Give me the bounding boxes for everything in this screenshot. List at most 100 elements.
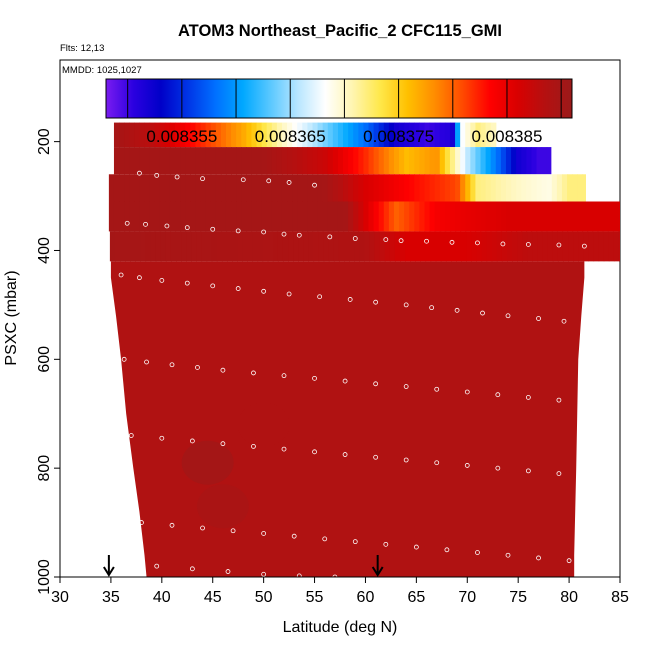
heatmap-cell — [353, 174, 359, 202]
heatmap-cell — [618, 231, 620, 262]
heatmap-cell — [415, 231, 422, 262]
sample-point — [154, 563, 160, 569]
heatmap-cell — [210, 201, 217, 232]
heatmap-cell — [145, 231, 152, 262]
heatmap-cell — [327, 147, 334, 175]
heatmap-cell — [373, 122, 380, 148]
heatmap-cell — [327, 122, 334, 148]
sample-point — [189, 566, 195, 572]
heatmap-cell — [318, 231, 325, 262]
heatmap-cell — [236, 201, 242, 232]
heatmap-cell — [215, 147, 222, 175]
heatmap-cell — [108, 174, 115, 202]
heatmap-cell — [247, 231, 254, 262]
heatmap-cell — [124, 201, 130, 232]
sample-point — [137, 170, 142, 176]
heatmap-cell — [460, 174, 466, 202]
heatmap-cell — [215, 174, 222, 202]
heatmap-cell — [383, 201, 390, 232]
sample-point — [189, 438, 195, 444]
heatmap-cell — [307, 147, 314, 175]
heatmap-cell — [195, 147, 202, 175]
heatmap-cell — [281, 122, 288, 148]
sample-point — [383, 237, 389, 242]
x-tick-label: 40 — [153, 589, 171, 606]
heatmap-cell — [176, 231, 182, 262]
heatmap-cell — [154, 174, 161, 202]
heatmap-cell — [409, 201, 415, 232]
dates-label: MMDD: 1025,1027 — [62, 65, 142, 76]
sample-point — [373, 299, 379, 305]
heatmap-cell — [541, 147, 548, 175]
y-tick-label: 400 — [36, 237, 53, 264]
heatmap-cell — [444, 147, 451, 175]
heatmap-cell — [608, 231, 615, 262]
heatmap-cell — [490, 147, 497, 175]
heatmap-cell — [292, 174, 298, 202]
heatmap-cell — [455, 174, 461, 202]
heatmap-cell — [516, 147, 522, 175]
heatmap-cell — [113, 147, 120, 175]
heatmap-cell — [298, 231, 304, 262]
heatmap-cell — [140, 231, 147, 262]
heatmap-cell — [109, 231, 116, 262]
heatmap-cell — [527, 231, 534, 262]
heatmap-cell — [271, 122, 278, 148]
heatmap-cell — [210, 174, 217, 202]
sample-point — [403, 384, 409, 389]
heatmap-cell — [139, 147, 146, 175]
heatmap-cell — [231, 147, 237, 175]
heatmap-cell — [200, 174, 207, 202]
heatmap-cell — [256, 201, 263, 232]
heatmap-cell — [449, 174, 456, 202]
heatmap-cell — [220, 201, 227, 232]
heatmap-cell — [485, 122, 492, 148]
heatmap-cell — [200, 122, 207, 148]
heatmap-cell — [562, 231, 569, 262]
heatmap-cell — [378, 174, 385, 202]
heatmap-cell — [307, 122, 314, 148]
heatmap-cell — [429, 147, 436, 175]
sample-point — [373, 454, 379, 460]
heatmap-cell — [490, 122, 497, 148]
heatmap-cell — [404, 201, 410, 232]
sample-point — [230, 528, 236, 534]
heatmap-cell — [313, 231, 320, 262]
heatmap-cell — [419, 201, 426, 232]
heatmap-cell — [578, 231, 584, 262]
heatmap-cell — [139, 201, 146, 232]
heatmap-cell — [409, 122, 415, 148]
heatmap-cell — [246, 174, 253, 202]
heatmap-cell — [593, 231, 600, 262]
heatmap-cell — [277, 231, 284, 262]
heatmap-cell — [500, 174, 507, 202]
heatmap-cell — [241, 174, 247, 202]
heatmap-cell — [332, 147, 339, 175]
heatmap-cell — [388, 201, 395, 232]
heatmap-cell — [287, 147, 293, 175]
heatmap-cell — [205, 147, 212, 175]
heatmap-cell — [587, 201, 594, 232]
heatmap-cell — [129, 122, 135, 148]
colorbar-tick-label: 0.008375 — [363, 127, 434, 146]
heatmap-cell — [414, 122, 421, 148]
heatmap-cell — [439, 201, 446, 232]
sample-point — [444, 547, 450, 553]
sample-point — [251, 443, 256, 449]
heatmap-cell — [434, 201, 441, 232]
heatmap-cell — [466, 231, 472, 262]
heatmap-cell — [124, 174, 130, 202]
heatmap-cell — [505, 174, 512, 202]
heatmap-cell — [200, 147, 207, 175]
heatmap-cell — [242, 231, 248, 262]
sample-point — [184, 225, 190, 231]
x-tick-label: 45 — [204, 589, 222, 606]
heatmap-cell — [323, 231, 330, 262]
heatmap-cell — [546, 201, 553, 232]
heatmap-cell — [521, 201, 527, 232]
heatmap-cell — [344, 231, 350, 262]
heatmap-cell — [169, 122, 176, 148]
sample-point — [342, 378, 348, 384]
sample-point — [464, 389, 470, 395]
heatmap-cell — [307, 201, 314, 232]
